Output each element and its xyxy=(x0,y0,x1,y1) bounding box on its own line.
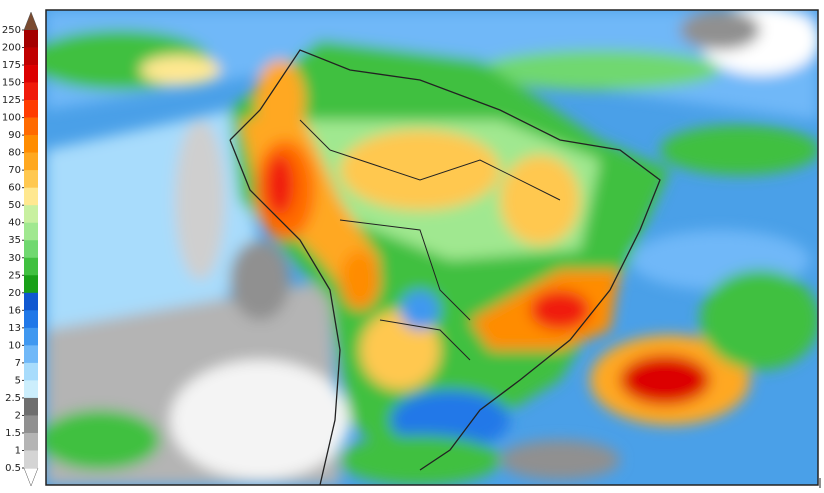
colorbar-label: 30 xyxy=(8,253,21,264)
colorbar-label: 0.5 xyxy=(5,463,21,474)
colorbar-swatch xyxy=(24,222,38,241)
colorbar-label: 80 xyxy=(8,148,21,159)
colorbar-swatch xyxy=(24,362,38,381)
colorbar-label: 50 xyxy=(8,200,21,211)
colorbar-bottom-arrow xyxy=(23,467,39,487)
colorbar-swatch xyxy=(24,47,38,66)
colorbar-label: 60 xyxy=(8,183,21,194)
colorbar: 2502001751501251009080706050403530252016… xyxy=(2,11,39,487)
colorbar-label: 200 xyxy=(2,43,21,54)
precipitation-map xyxy=(46,10,818,485)
colorbar-label: 10 xyxy=(8,340,21,351)
map-frame xyxy=(45,9,819,486)
colorbar-label: 90 xyxy=(8,130,21,141)
colorbar-label: 125 xyxy=(2,95,21,106)
colorbar-label: 100 xyxy=(2,113,21,124)
colorbar-label: 25 xyxy=(8,270,21,281)
colorbar-label: 1.5 xyxy=(5,428,21,439)
colorbar-swatch xyxy=(24,187,38,206)
colorbar-swatch xyxy=(24,415,38,434)
colorbar-swatch xyxy=(24,82,38,101)
colorbar-swatch xyxy=(24,345,38,364)
colorbar-label: 7 xyxy=(15,358,21,369)
colorbar-label: 250 xyxy=(2,25,21,36)
colorbar-label: 20 xyxy=(8,288,21,299)
colorbar-swatch xyxy=(24,310,38,329)
colorbar-swatch xyxy=(24,257,38,276)
colorbar-swatch xyxy=(24,397,38,416)
colorbar-label: 5 xyxy=(15,375,21,386)
colorbar-swatch xyxy=(24,380,38,399)
colorbar-label: 13 xyxy=(8,323,21,334)
colorbar-swatch xyxy=(24,432,38,451)
colorbar-swatch xyxy=(24,327,38,346)
colorbar-label: 40 xyxy=(8,218,21,229)
colorbar-swatch xyxy=(24,170,38,188)
colorbar-swatch xyxy=(24,30,38,48)
colorbar-label: 35 xyxy=(8,235,21,246)
colorbar-swatch xyxy=(24,275,38,294)
colorbar-label: 16 xyxy=(8,305,21,316)
colorbar-label: 2 xyxy=(15,410,21,421)
colorbar-swatch xyxy=(24,135,38,153)
colorbar-swatch xyxy=(24,117,38,136)
colorbar-label: 150 xyxy=(2,78,21,89)
colorbar-label: 175 xyxy=(2,60,21,71)
colorbar-swatch xyxy=(24,450,38,469)
colorbar-swatch xyxy=(24,205,38,224)
colorbar-swatch xyxy=(24,240,38,259)
colorbar-swatch xyxy=(24,152,38,171)
colorbar-swatch xyxy=(24,65,38,83)
colorbar-swatch xyxy=(24,100,38,118)
colorbar-label: 1 xyxy=(15,445,21,456)
colorbar-swatch xyxy=(24,292,38,311)
colorbar-top-arrow xyxy=(23,11,39,31)
colorbar-label: 70 xyxy=(8,165,21,176)
colorbar-label: 2.5 xyxy=(5,393,21,404)
